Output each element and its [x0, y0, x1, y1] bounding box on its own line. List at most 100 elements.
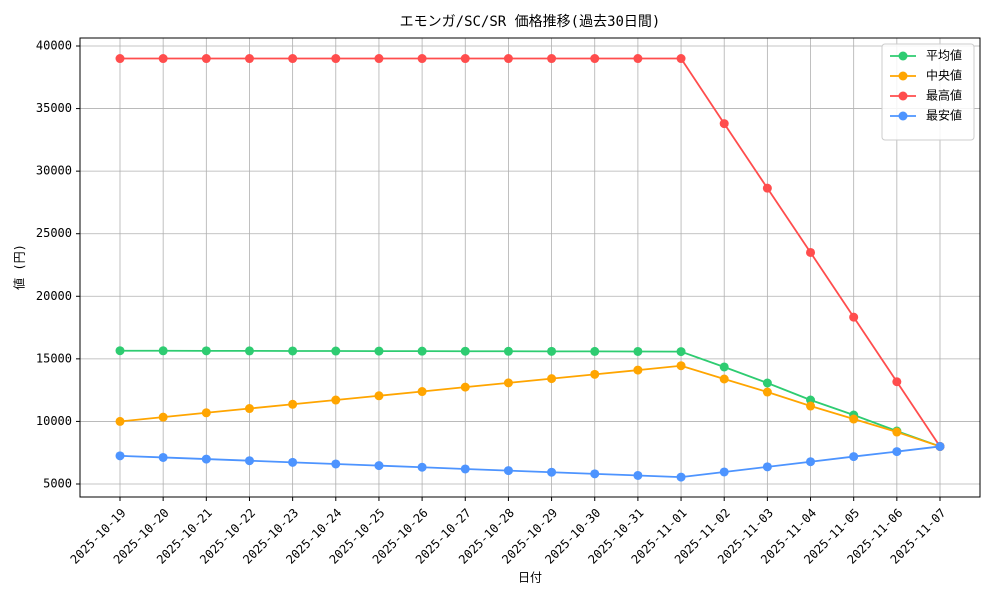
- legend-marker: [898, 71, 908, 81]
- data-point: [762, 378, 772, 388]
- data-point: [201, 454, 211, 464]
- legend-label: 最安値: [926, 108, 962, 123]
- data-point: [762, 462, 772, 472]
- data-point: [762, 183, 772, 193]
- data-point: [331, 459, 341, 469]
- data-point: [115, 346, 125, 356]
- legend-label: 最高値: [926, 88, 962, 103]
- data-point: [719, 374, 729, 384]
- data-point: [806, 401, 816, 411]
- x-axis-label: 日付: [518, 571, 542, 585]
- y-tick-label: 40000: [36, 39, 72, 53]
- data-point: [331, 346, 341, 356]
- data-point: [115, 54, 125, 64]
- data-point: [590, 346, 600, 356]
- plot-frame: [79, 37, 981, 498]
- data-point: [547, 54, 557, 64]
- data-point: [590, 54, 600, 64]
- data-point: [374, 391, 384, 401]
- data-point: [115, 416, 125, 426]
- legend-marker: [898, 51, 908, 61]
- data-point: [115, 451, 125, 461]
- data-point: [288, 54, 298, 64]
- data-point: [935, 441, 945, 451]
- data-point: [806, 457, 816, 467]
- data-point: [633, 346, 643, 356]
- y-tick-label: 35000: [36, 101, 72, 115]
- data-point: [331, 395, 341, 405]
- data-point: [676, 54, 686, 64]
- data-point: [633, 54, 643, 64]
- data-point: [547, 467, 557, 477]
- data-point: [417, 387, 427, 397]
- legend-marker: [898, 111, 908, 121]
- data-point: [201, 408, 211, 418]
- data-point: [633, 470, 643, 480]
- data-point: [892, 447, 902, 457]
- data-point: [676, 361, 686, 371]
- y-tick-label: 5000: [43, 476, 72, 490]
- legend-marker: [898, 91, 908, 101]
- y-tick-label: 30000: [36, 164, 72, 178]
- data-point: [201, 346, 211, 356]
- y-tick-label: 10000: [36, 414, 72, 428]
- data-point: [460, 464, 470, 474]
- series-line: [119, 445, 941, 479]
- data-point: [460, 346, 470, 356]
- data-point: [417, 346, 427, 356]
- data-point: [288, 346, 298, 356]
- y-axis-label: 値 (円): [12, 244, 27, 290]
- data-point: [892, 427, 902, 437]
- data-point: [676, 472, 686, 482]
- data-point: [719, 119, 729, 129]
- data-point: [762, 387, 772, 397]
- data-point: [503, 346, 513, 356]
- series-line: [120, 57, 941, 447]
- data-point: [244, 404, 254, 414]
- data-point: [460, 382, 470, 392]
- data-point: [503, 466, 513, 476]
- y-tick-label: 25000: [36, 226, 72, 240]
- data-point: [719, 467, 729, 477]
- data-point: [374, 54, 384, 64]
- data-point: [547, 346, 557, 356]
- data-point: [849, 452, 859, 462]
- data-point: [374, 461, 384, 471]
- data-point: [158, 412, 168, 422]
- data-point: [417, 462, 427, 472]
- data-point: [503, 54, 513, 64]
- legend-label: 中央値: [926, 68, 962, 83]
- data-point: [849, 312, 859, 322]
- series-line: [119, 364, 941, 448]
- data-point: [633, 365, 643, 375]
- series-line: [119, 349, 941, 448]
- data-point: [547, 374, 557, 384]
- y-tick-label: 15000: [36, 351, 72, 365]
- data-point: [374, 346, 384, 356]
- data-point: [503, 378, 513, 388]
- data-point: [806, 247, 816, 257]
- data-point: [201, 54, 211, 64]
- data-point: [676, 347, 686, 357]
- data-point: [244, 346, 254, 356]
- data-point: [590, 469, 600, 479]
- data-point: [288, 457, 298, 467]
- data-point: [892, 377, 902, 387]
- data-point: [288, 399, 298, 409]
- y-tick-label: 20000: [36, 289, 72, 303]
- data-point: [331, 54, 341, 64]
- legend-label: 平均値: [926, 48, 962, 63]
- data-point: [158, 346, 168, 356]
- data-point: [460, 54, 470, 64]
- data-point: [849, 414, 859, 424]
- data-point: [417, 54, 427, 64]
- data-point: [244, 456, 254, 466]
- data-point: [158, 452, 168, 462]
- data-point: [719, 362, 729, 372]
- chart-title: エモンガ/SC/SR 価格推移(過去30日間): [400, 14, 661, 30]
- data-point: [158, 54, 168, 64]
- data-point: [244, 54, 254, 64]
- data-point: [590, 369, 600, 379]
